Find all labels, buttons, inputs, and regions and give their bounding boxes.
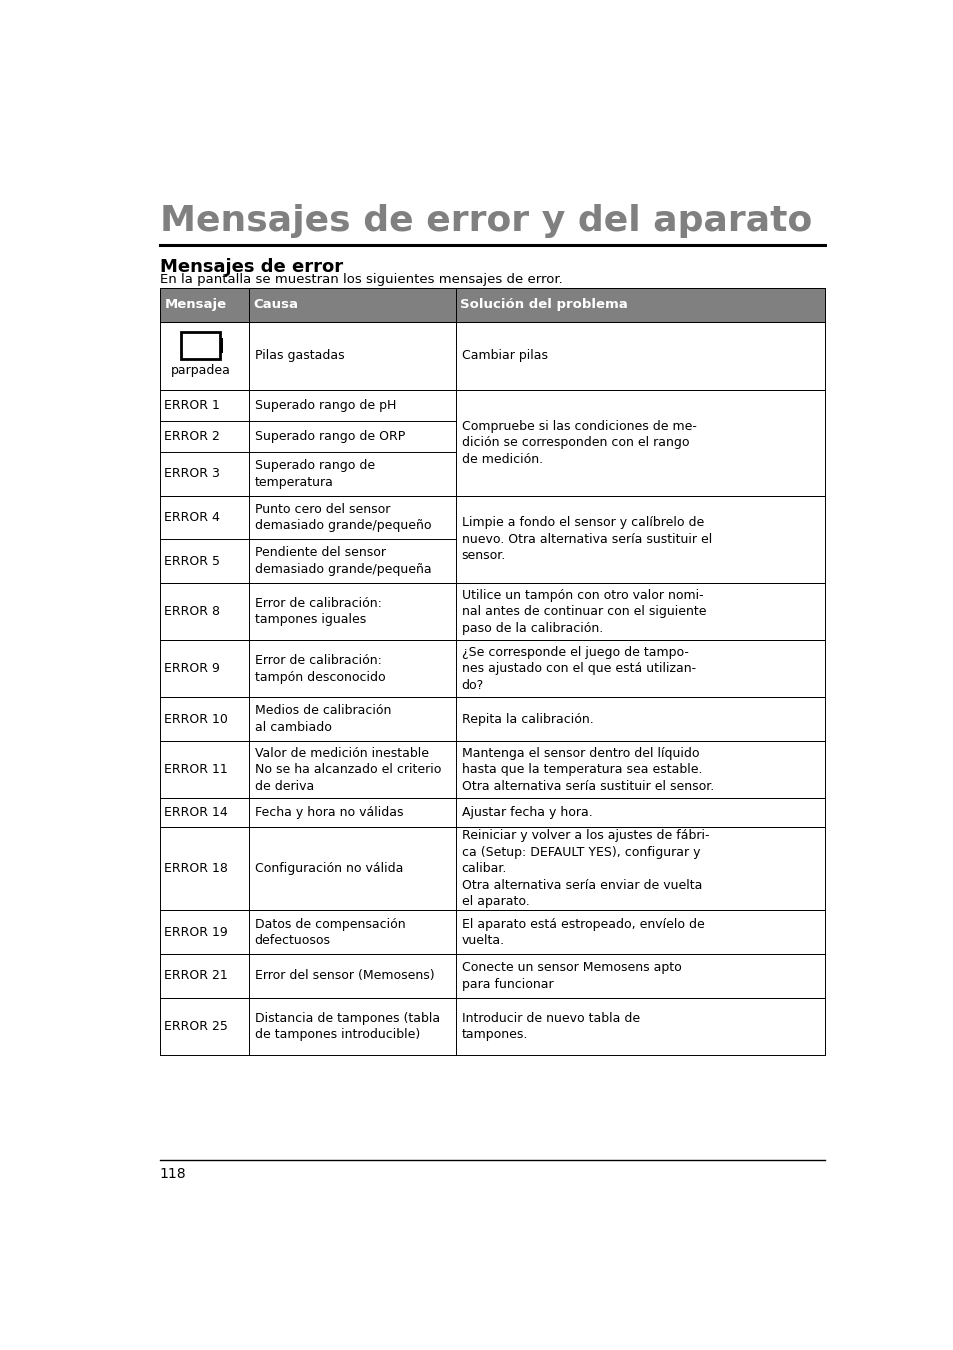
Text: ERROR 1: ERROR 1 — [164, 398, 220, 412]
Text: Mensajes de error y del aparato: Mensajes de error y del aparato — [160, 204, 811, 238]
Text: Utilice un tampón con otro valor nomi-
nal antes de continuar con el siguiente
p: Utilice un tampón con otro valor nomi- n… — [461, 589, 705, 634]
Text: El aparato está estropeado, envíelo de
vuelta.: El aparato está estropeado, envíelo de v… — [461, 918, 703, 946]
Text: ERROR 25: ERROR 25 — [164, 1019, 228, 1033]
Text: Solución del problema: Solución del problema — [459, 298, 627, 312]
Text: En la pantalla se muestran los siguientes mensajes de error.: En la pantalla se muestran los siguiente… — [160, 273, 562, 286]
Text: Punto cero del sensor
demasiado grande/pequeño: Punto cero del sensor demasiado grande/p… — [254, 502, 431, 532]
Text: Medios de calibración
al cambiado: Medios de calibración al cambiado — [254, 705, 391, 734]
Text: Ajustar fecha y hora.: Ajustar fecha y hora. — [461, 806, 592, 819]
Text: Pendiente del sensor
demasiado grande/pequeña: Pendiente del sensor demasiado grande/pe… — [254, 547, 431, 576]
Text: Superado rango de
temperatura: Superado rango de temperatura — [254, 459, 375, 489]
Text: Cambiar pilas: Cambiar pilas — [461, 350, 547, 362]
Text: ERROR 2: ERROR 2 — [164, 429, 220, 443]
Text: ERROR 3: ERROR 3 — [164, 467, 220, 481]
Text: Introducir de nuevo tabla de
tampones.: Introducir de nuevo tabla de tampones. — [461, 1011, 639, 1041]
Text: ERROR 4: ERROR 4 — [164, 512, 220, 524]
Text: Causa: Causa — [253, 298, 297, 312]
Text: parpadea: parpadea — [171, 364, 231, 377]
Text: Repita la calibración.: Repita la calibración. — [461, 713, 593, 726]
Bar — [219, 338, 223, 354]
Text: Superado rango de ORP: Superado rango de ORP — [254, 429, 404, 443]
Text: Mensaje: Mensaje — [164, 298, 226, 312]
Text: Reiniciar y volver a los ajustes de fábri-
ca (Setup: DEFAULT YES), configurar y: Reiniciar y volver a los ajustes de fábr… — [461, 829, 708, 909]
Text: ERROR 19: ERROR 19 — [164, 926, 228, 938]
Text: ¿Se corresponde el juego de tampo-
nes ajustado con el que está utilizan-
do?: ¿Se corresponde el juego de tampo- nes a… — [461, 645, 695, 691]
Text: ERROR 18: ERROR 18 — [164, 863, 228, 875]
Text: ERROR 5: ERROR 5 — [164, 555, 220, 567]
Text: Pilas gastadas: Pilas gastadas — [254, 350, 344, 362]
Text: Mensajes de error: Mensajes de error — [160, 258, 343, 275]
Text: ERROR 11: ERROR 11 — [164, 763, 228, 776]
Text: ERROR 10: ERROR 10 — [164, 713, 228, 726]
Text: Fecha y hora no válidas: Fecha y hora no válidas — [254, 806, 402, 819]
Text: Error de calibración:
tampones iguales: Error de calibración: tampones iguales — [254, 597, 381, 626]
Text: Valor de medición inestable
No se ha alcanzado el criterio
de deriva: Valor de medición inestable No se ha alc… — [254, 747, 440, 792]
Text: Conecte un sensor Memosens apto
para funcionar: Conecte un sensor Memosens apto para fun… — [461, 961, 680, 991]
Text: ERROR 9: ERROR 9 — [164, 663, 220, 675]
Text: Distancia de tampones (tabla
de tampones introducible): Distancia de tampones (tabla de tampones… — [254, 1011, 439, 1041]
Text: Datos de compensación
defectuosos: Datos de compensación defectuosos — [254, 918, 405, 946]
Text: Compruebe si las condiciones de me-
dición se corresponden con el rango
de medic: Compruebe si las condiciones de me- dici… — [461, 420, 696, 466]
Text: Error del sensor (Memosens): Error del sensor (Memosens) — [254, 969, 434, 983]
Text: Error de calibración:
tampón desconocido: Error de calibración: tampón desconocido — [254, 653, 385, 683]
Text: Configuración no válida: Configuración no válida — [254, 863, 402, 875]
Text: 118: 118 — [160, 1168, 187, 1181]
Text: ERROR 14: ERROR 14 — [164, 806, 228, 819]
Bar — [181, 332, 219, 359]
Text: ERROR 8: ERROR 8 — [164, 605, 220, 618]
Text: Limpie a fondo el sensor y calíbrelo de
nuevo. Otra alternativa sería sustituir : Limpie a fondo el sensor y calíbrelo de … — [461, 516, 711, 563]
Bar — [160, 288, 824, 323]
Text: Superado rango de pH: Superado rango de pH — [254, 398, 395, 412]
Text: Mantenga el sensor dentro del líquido
hasta que la temperatura sea estable.
Otra: Mantenga el sensor dentro del líquido ha… — [461, 747, 713, 792]
Text: ERROR 21: ERROR 21 — [164, 969, 228, 983]
